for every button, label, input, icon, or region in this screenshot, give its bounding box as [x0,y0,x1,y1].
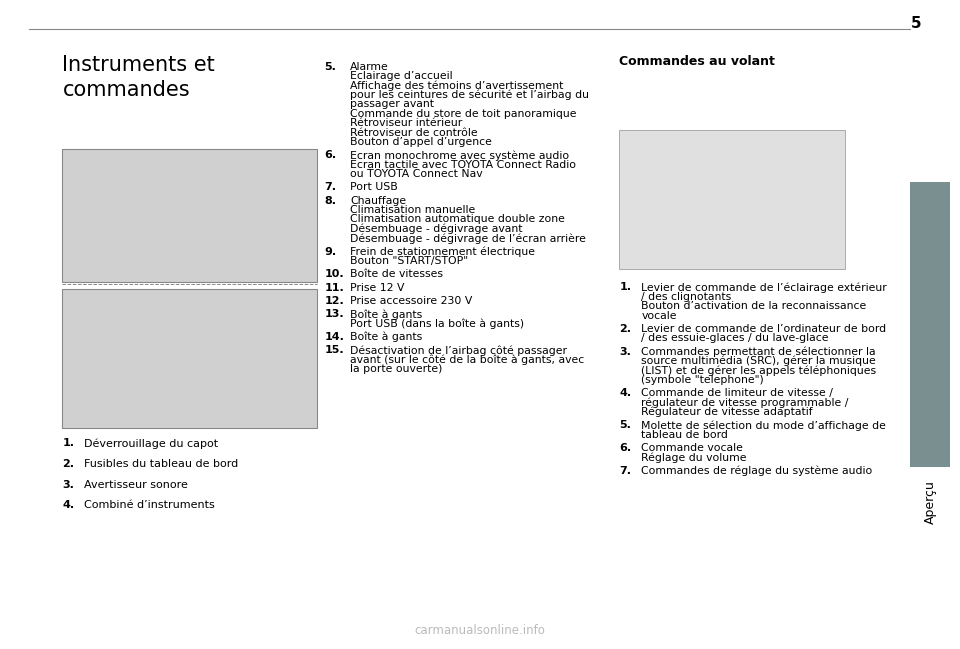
Text: Commandes de réglage du système audio: Commandes de réglage du système audio [641,466,873,476]
Text: Prise 12 V: Prise 12 V [350,283,405,293]
Text: source multimédia (SRC), gérer la musique: source multimédia (SRC), gérer la musiqu… [641,356,876,367]
Text: commandes: commandes [62,80,190,100]
Text: Commandes permettant de sélectionner la: Commandes permettant de sélectionner la [641,347,876,357]
Text: Bouton d’appel d’urgence: Bouton d’appel d’urgence [350,137,492,147]
Text: 15.: 15. [324,345,344,355]
Text: passager avant: passager avant [350,99,434,109]
Text: Combiné d’instruments: Combiné d’instruments [84,500,214,510]
Text: Déverrouillage du capot: Déverrouillage du capot [84,438,218,448]
Text: ou TOYOTA Connect Nav: ou TOYOTA Connect Nav [350,169,483,179]
Text: avant (sur le côté de la boîte à gants, avec: avant (sur le côté de la boîte à gants, … [350,354,585,365]
Text: Port USB (dans la boîte à gants): Port USB (dans la boîte à gants) [350,319,524,329]
Text: 8.: 8. [324,196,337,206]
Text: pour les ceintures de sécurité et l’airbag du: pour les ceintures de sécurité et l’airb… [350,90,589,101]
Text: Frein de stationnement électrique: Frein de stationnement électrique [350,247,536,257]
Text: 3.: 3. [62,480,74,489]
Text: Climatisation manuelle: Climatisation manuelle [350,205,475,215]
Text: Aperçu: Aperçu [924,480,937,524]
Text: Affichage des témoins d’avertissement: Affichage des témoins d’avertissement [350,80,564,91]
Bar [62,149,317,282]
Text: 5: 5 [911,16,922,31]
Text: 5.: 5. [619,421,631,430]
Text: 6.: 6. [324,151,337,160]
Text: Chauffage: Chauffage [350,196,406,206]
Text: 12.: 12. [324,296,345,306]
Bar [62,289,317,428]
Text: 7.: 7. [619,466,632,476]
Text: Bouton "START/STOP": Bouton "START/STOP" [350,256,468,266]
Text: 10.: 10. [324,269,344,279]
Text: Levier de commande de l’éclairage extérieur: Levier de commande de l’éclairage extéri… [641,282,887,293]
Text: tableau de bord: tableau de bord [641,430,728,439]
Text: Levier de commande de l’ordinateur de bord: Levier de commande de l’ordinateur de bo… [641,324,886,334]
Text: Instruments et: Instruments et [62,55,215,75]
Text: Régulateur de vitesse adaptatif: Régulateur de vitesse adaptatif [641,407,813,417]
Text: (LIST) et de gérer les appels téléphoniques: (LIST) et de gérer les appels téléphoniq… [641,365,876,376]
Text: Commandes au volant: Commandes au volant [619,55,775,68]
Text: Ecran tactile avec TOYOTA Connect Radio: Ecran tactile avec TOYOTA Connect Radio [350,160,576,169]
Text: 1.: 1. [619,282,632,292]
Text: Désembuage - dégivrage avant: Désembuage - dégivrage avant [350,224,523,234]
Text: Commande du store de toit panoramique: Commande du store de toit panoramique [350,108,577,119]
Text: carmanualsonline.info: carmanualsonline.info [415,624,545,637]
Text: 4.: 4. [62,500,75,510]
Text: Bouton d’activation de la reconnaissance: Bouton d’activation de la reconnaissance [641,301,867,311]
Bar [619,130,845,269]
Text: / des essuie-glaces / du lave-glace: / des essuie-glaces / du lave-glace [641,334,828,343]
Text: Commande de limiteur de vitesse /: Commande de limiteur de vitesse / [641,388,833,398]
Text: Alarme: Alarme [350,62,389,71]
Text: 5.: 5. [324,62,336,71]
Text: Fusibles du tableau de bord: Fusibles du tableau de bord [84,459,238,469]
Bar [910,182,950,467]
Text: 3.: 3. [619,347,631,356]
Text: 4.: 4. [619,388,632,398]
Text: Désembuage - dégivrage de l’écran arrière: Désembuage - dégivrage de l’écran arrièr… [350,234,587,244]
Text: Boîte à gants: Boîte à gants [350,332,422,343]
Text: (symbole "telephone"): (symbole "telephone") [641,375,764,385]
Text: Réglage du volume: Réglage du volume [641,452,747,463]
Text: 2.: 2. [62,459,75,469]
Text: Avertisseur sonore: Avertisseur sonore [84,480,187,489]
Text: Eclairage d’accueil: Eclairage d’accueil [350,71,453,81]
Text: 2.: 2. [619,324,632,334]
Text: Port USB: Port USB [350,182,398,192]
Text: Rétroviseur de contrôle: Rétroviseur de contrôle [350,127,478,138]
Text: Climatisation automatique double zone: Climatisation automatique double zone [350,214,565,225]
Text: 9.: 9. [324,247,337,256]
Text: 6.: 6. [619,443,632,453]
Text: la porte ouverte): la porte ouverte) [350,364,443,374]
Text: 13.: 13. [324,309,344,319]
Text: Prise accessoire 230 V: Prise accessoire 230 V [350,296,472,306]
Text: Commande vocale: Commande vocale [641,443,743,453]
Text: 7.: 7. [324,182,337,192]
Text: / des clignotants: / des clignotants [641,292,732,302]
Text: Molette de sélection du mode d’affichage de: Molette de sélection du mode d’affichage… [641,421,886,431]
Text: Désactivation de l’airbag côté passager: Désactivation de l’airbag côté passager [350,345,567,356]
Text: 14.: 14. [324,332,345,342]
Text: Rétroviseur intérieur: Rétroviseur intérieur [350,118,463,128]
Text: régulateur de vitesse programmable /: régulateur de vitesse programmable / [641,398,849,408]
Text: Boîte à gants: Boîte à gants [350,309,422,320]
Text: Boîte de vitesses: Boîte de vitesses [350,269,444,279]
Text: 11.: 11. [324,283,345,293]
Text: 1.: 1. [62,438,75,448]
Text: vocale: vocale [641,311,677,321]
Text: Ecran monochrome avec système audio: Ecran monochrome avec système audio [350,151,569,161]
